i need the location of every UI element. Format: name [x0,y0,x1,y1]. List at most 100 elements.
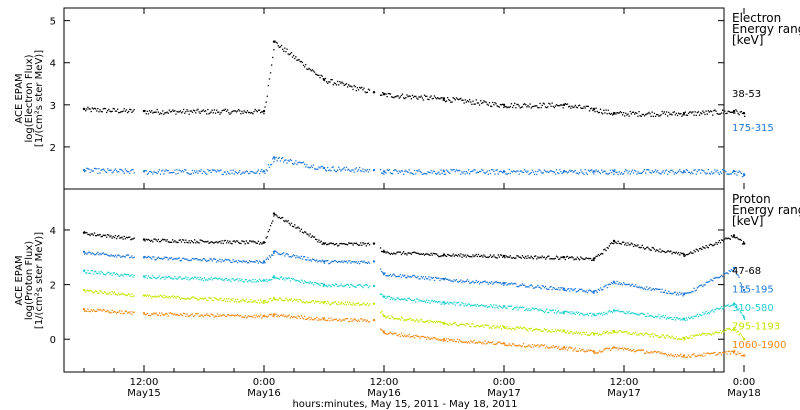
data-point [238,280,240,282]
data-point [679,317,681,320]
data-point [170,171,173,174]
data-point [714,109,716,111]
data-point [517,103,519,106]
data-point [434,97,437,99]
data-point [696,111,698,114]
data-point [643,313,646,315]
data-point [253,314,255,316]
data-point [197,276,199,278]
data-point [472,341,474,343]
data-point [186,278,188,280]
data-point [474,282,476,284]
data-point [694,251,696,253]
data-point [117,236,119,238]
data-point [245,298,247,301]
data-point [667,334,669,336]
data-point [602,351,604,353]
data-point [410,253,412,255]
data-point [381,293,383,295]
data-point [641,172,643,174]
data-point [395,95,397,98]
data-point [187,297,189,299]
data-point [668,317,670,319]
data-point [326,81,328,83]
data-point [619,330,621,332]
data-point [301,162,304,164]
data-point [422,253,425,255]
data-point [553,171,555,173]
data-point [584,313,586,316]
data-point [620,347,623,350]
data-point [474,255,476,257]
data-point [206,279,208,281]
data-point [439,98,441,100]
data-point [405,169,407,172]
data-point [558,172,560,175]
data-point [574,104,576,107]
data-point [351,86,353,88]
data-point [333,260,335,262]
data-point [251,315,253,318]
data-point [433,253,436,255]
data-point [124,256,126,258]
data-point [367,171,370,173]
data-point [643,248,646,250]
data-point [663,353,665,355]
data-point [527,170,529,172]
data-point [471,304,473,306]
data-point [441,97,443,99]
data-point [389,331,392,333]
data-point [587,334,590,336]
data-point [555,345,558,348]
data-point [90,309,92,311]
data-point [528,106,530,108]
data-point [230,261,232,263]
data-point [592,109,594,112]
data-point [275,277,277,279]
data-point [131,313,133,316]
data-point [705,110,707,112]
data-point [707,333,709,335]
data-point [608,332,610,334]
data-point [576,172,579,174]
data-point [663,172,665,174]
data-point [447,97,449,99]
data-marker [562,346,566,349]
data-point [363,319,365,321]
data-point [598,312,601,314]
data-point [449,172,451,174]
data-point [447,323,449,326]
data-point [676,114,679,117]
data-point [337,320,339,322]
data-point [298,161,300,163]
data-point [507,305,509,307]
data-point [562,289,564,291]
data-point [603,170,605,172]
data-point [356,87,359,89]
data-point [389,317,392,320]
data-point [165,295,167,297]
data-point [630,171,632,173]
data-point [508,327,510,329]
data-point [714,309,716,311]
data-point [206,173,208,175]
data-point [642,170,645,172]
data-point [109,110,111,112]
data-point [157,256,159,258]
data-point [90,270,92,272]
data-point [97,292,99,294]
data-point [251,260,253,263]
data-point [425,253,427,255]
data-point [153,171,155,173]
data-point [220,297,222,299]
data-point [161,295,163,297]
data-point [98,292,100,294]
data-point [495,304,497,306]
data-point [234,279,236,281]
data-point [202,280,205,282]
data-point [531,257,533,259]
data-point [152,275,154,277]
data-point [276,251,278,254]
data-point [631,350,634,352]
data-point [686,253,689,256]
